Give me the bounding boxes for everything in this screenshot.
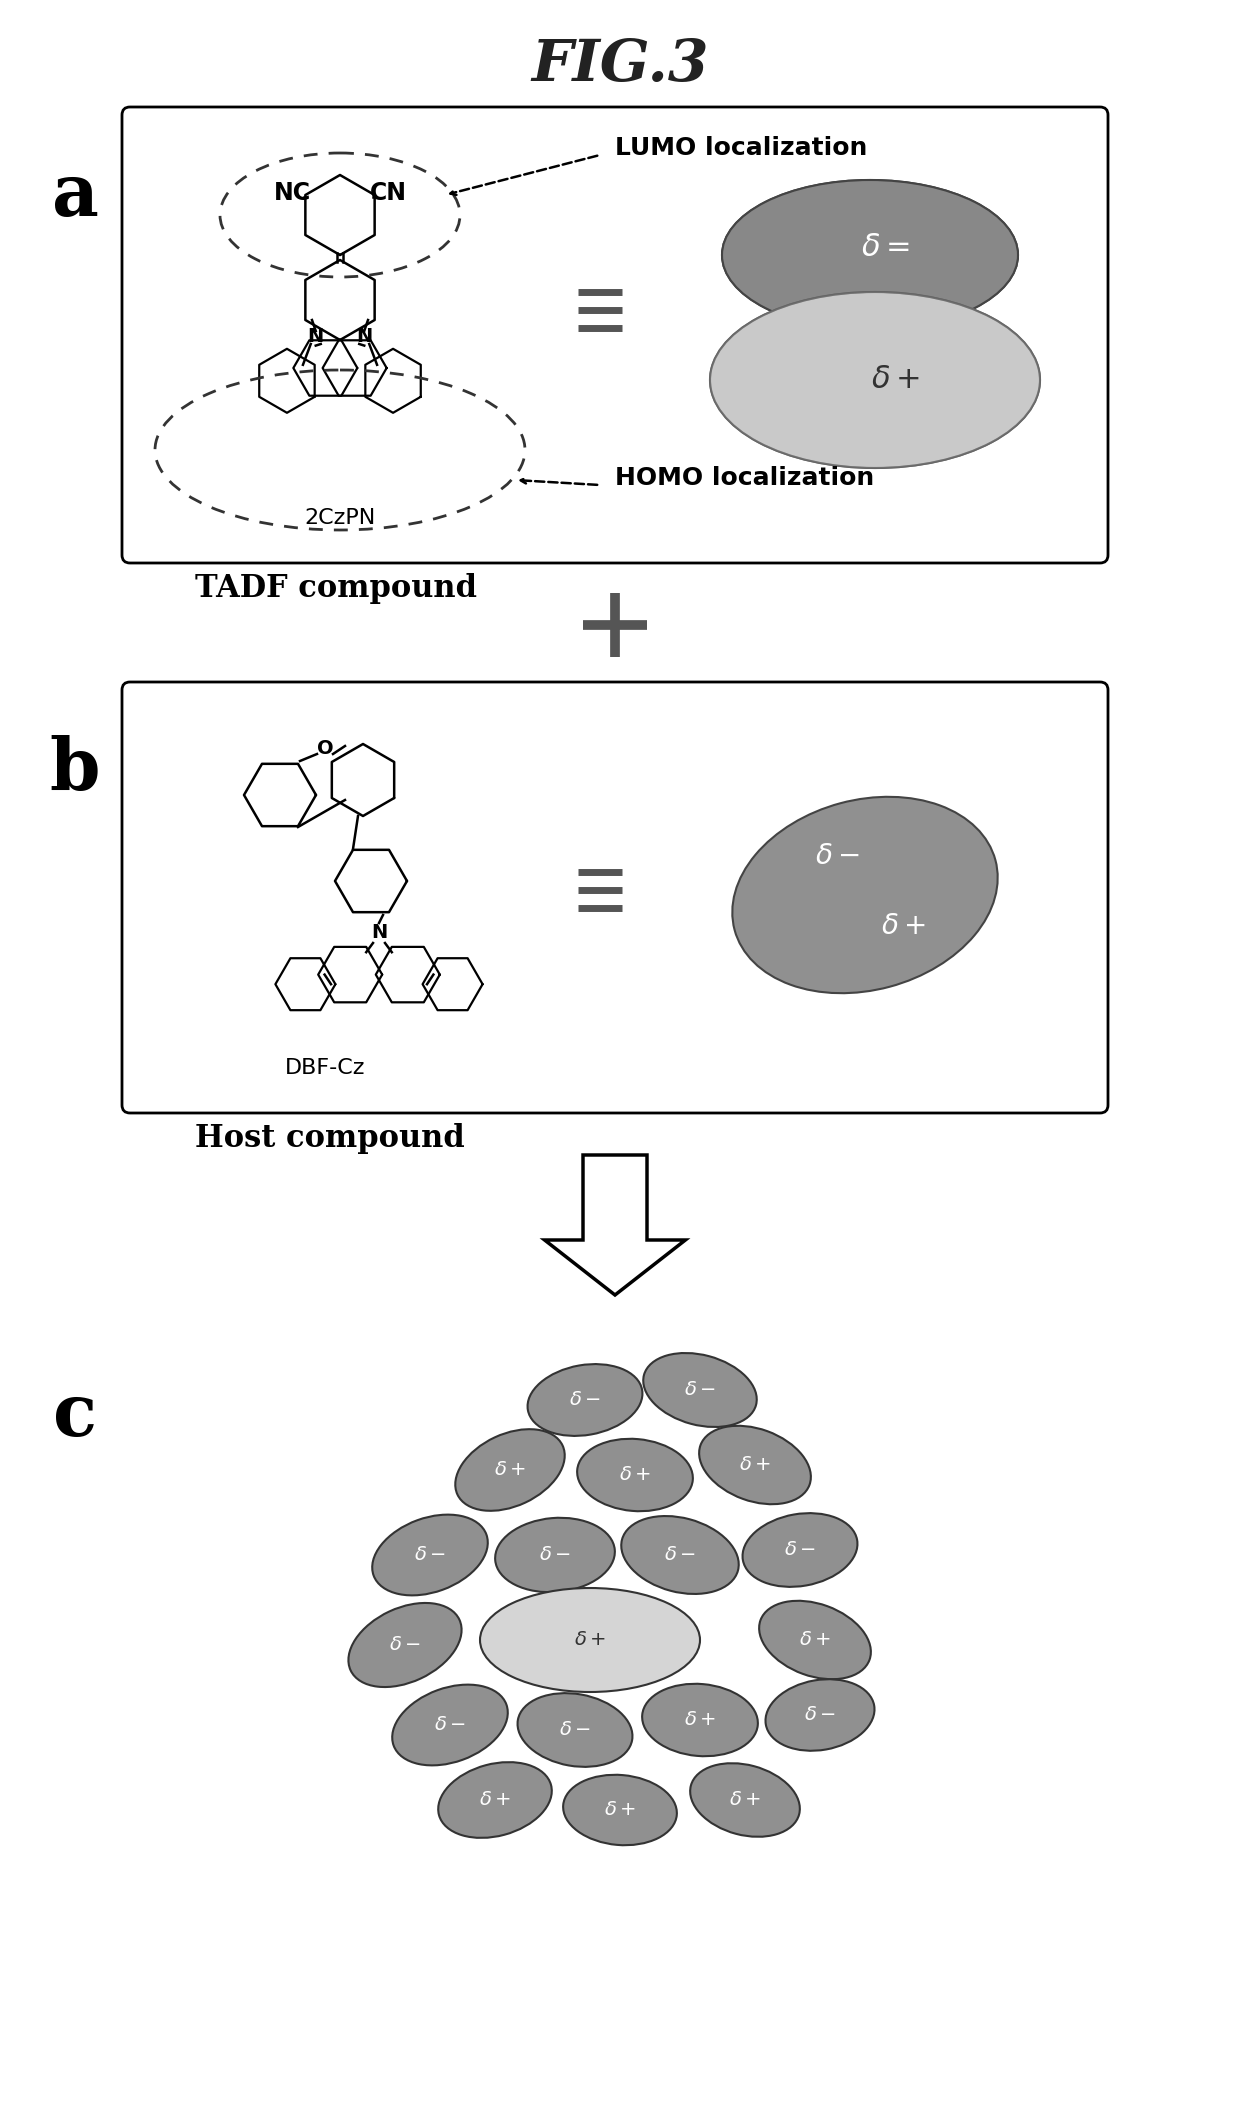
Ellipse shape <box>438 1762 552 1839</box>
Text: $\delta-$: $\delta-$ <box>804 1707 836 1724</box>
Ellipse shape <box>372 1515 487 1596</box>
Text: $\delta-$: $\delta-$ <box>684 1381 715 1398</box>
Text: 2CzPN: 2CzPN <box>304 509 376 528</box>
Text: $\delta-$: $\delta-$ <box>815 843 859 870</box>
Text: $\delta+$: $\delta+$ <box>880 913 925 941</box>
Polygon shape <box>544 1156 686 1296</box>
Text: TADF compound: TADF compound <box>195 572 477 604</box>
FancyBboxPatch shape <box>122 681 1109 1113</box>
Text: a: a <box>52 160 98 232</box>
Ellipse shape <box>733 796 998 994</box>
Ellipse shape <box>765 1679 874 1751</box>
Text: $\delta-$: $\delta-$ <box>539 1547 570 1564</box>
Ellipse shape <box>495 1517 615 1592</box>
Text: $\delta+$: $\delta+$ <box>619 1466 651 1483</box>
Text: $\delta+$: $\delta+$ <box>870 364 920 396</box>
Text: $\delta-$: $\delta-$ <box>559 1722 591 1739</box>
Text: HOMO localization: HOMO localization <box>615 466 874 489</box>
Ellipse shape <box>455 1430 564 1511</box>
Text: CN: CN <box>370 181 407 204</box>
Ellipse shape <box>644 1353 756 1428</box>
Ellipse shape <box>642 1683 758 1756</box>
Text: $\delta+$: $\delta+$ <box>494 1462 526 1479</box>
Text: $\delta-$: $\delta-$ <box>434 1715 466 1734</box>
Ellipse shape <box>577 1439 693 1511</box>
Text: $\delta+$: $\delta+$ <box>479 1792 511 1809</box>
Ellipse shape <box>392 1685 508 1766</box>
Ellipse shape <box>722 181 1018 330</box>
Ellipse shape <box>691 1764 800 1836</box>
Text: LUMO localization: LUMO localization <box>615 136 867 160</box>
Ellipse shape <box>711 292 1040 468</box>
Text: FIG.3: FIG.3 <box>531 36 709 94</box>
FancyBboxPatch shape <box>122 106 1109 564</box>
Text: DBF-Cz: DBF-Cz <box>285 1058 366 1079</box>
Ellipse shape <box>348 1602 461 1688</box>
Ellipse shape <box>621 1515 739 1594</box>
Ellipse shape <box>699 1426 811 1504</box>
Text: $\delta+$: $\delta+$ <box>729 1792 761 1809</box>
Text: b: b <box>50 734 100 807</box>
Text: c: c <box>53 1379 97 1451</box>
Text: $\delta+$: $\delta+$ <box>574 1630 606 1649</box>
Text: NC: NC <box>274 181 310 204</box>
Ellipse shape <box>527 1364 642 1436</box>
Ellipse shape <box>743 1513 858 1587</box>
Text: $\delta+$: $\delta+$ <box>799 1630 831 1649</box>
Text: $\delta-$: $\delta-$ <box>414 1547 446 1564</box>
Ellipse shape <box>759 1600 870 1679</box>
Text: Host compound: Host compound <box>195 1121 465 1153</box>
Ellipse shape <box>480 1587 701 1692</box>
Text: $\delta-$: $\delta-$ <box>663 1547 696 1564</box>
Text: $\delta=$: $\delta=$ <box>861 232 909 264</box>
Ellipse shape <box>563 1775 677 1845</box>
Text: $\delta+$: $\delta+$ <box>604 1800 636 1819</box>
Text: N: N <box>356 326 372 345</box>
Text: N: N <box>371 924 387 943</box>
Text: $\delta-$: $\delta-$ <box>569 1392 601 1409</box>
Text: $\delta+$: $\delta+$ <box>739 1456 771 1475</box>
Text: $\delta-$: $\delta-$ <box>389 1636 422 1653</box>
Text: $\delta-$: $\delta-$ <box>784 1541 816 1560</box>
Ellipse shape <box>517 1694 632 1766</box>
Ellipse shape <box>722 181 1018 330</box>
Ellipse shape <box>711 292 1040 468</box>
Text: N: N <box>308 326 324 345</box>
Text: $\delta+$: $\delta+$ <box>684 1711 715 1728</box>
Text: O: O <box>316 738 334 758</box>
